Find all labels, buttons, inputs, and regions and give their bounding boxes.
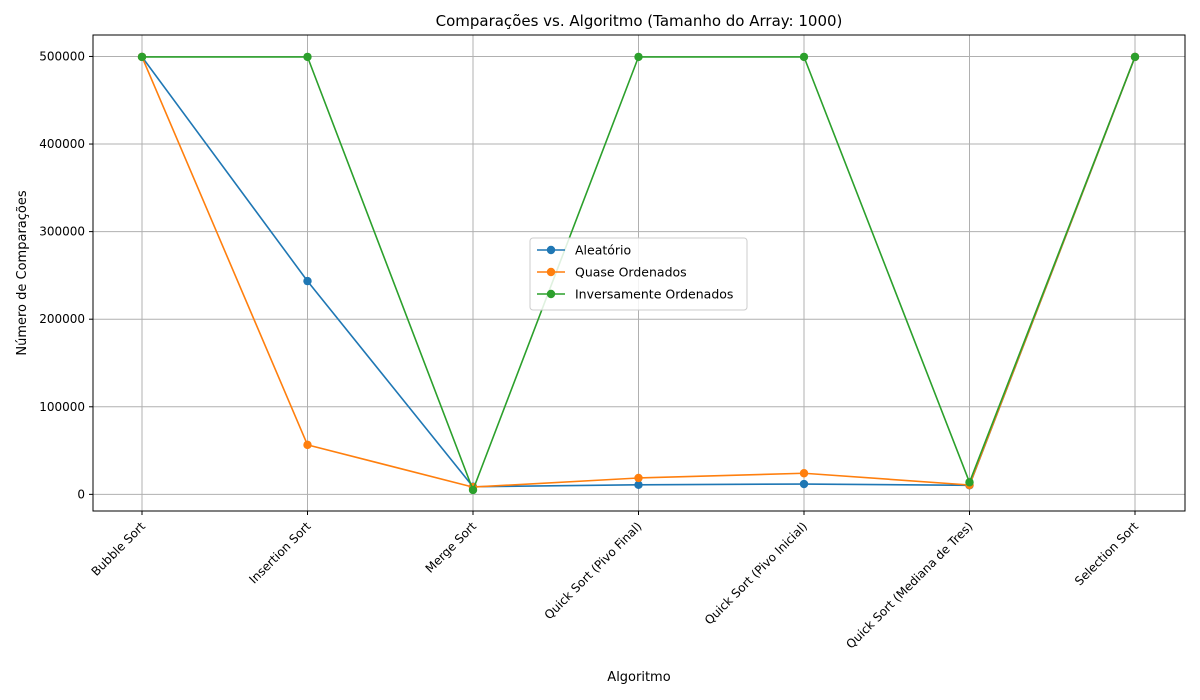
data-point [634,473,643,483]
data-point [799,52,809,62]
legend-label: Inversamente Ordenados [575,287,733,302]
x-tick-label: Selection Sort [1072,519,1141,588]
y-tick-label: 0 [77,487,85,501]
chart-title: Comparações vs. Algoritmo (Tamanho do Ar… [436,12,843,30]
x-axis-ticks: Bubble Sort Insertion Sort Merge Sort Quick… [89,511,1141,651]
y-axis-ticks: 0 100000 200000 300000 400000 500000 [39,49,93,501]
data-point [965,478,974,487]
data-point [634,52,643,62]
y-tick-label: 300000 [39,225,85,239]
x-tick-label: Bubble Sort [89,519,149,579]
legend-marker [546,289,556,299]
data-point [137,52,147,62]
data-point [303,52,312,62]
data-point [634,480,643,490]
legend: Aleatório Quase Ordenados Inversamente Ord… [529,237,748,311]
x-tick-label: Quick Sort (Pivo Final) [542,519,645,622]
y-tick-label: 400000 [39,137,85,151]
y-tick-label: 500000 [39,49,85,63]
y-tick-label: 100000 [39,400,85,414]
legend-label: Aleatório [575,243,631,258]
x-tick-label: Quick Sort (Mediana de Tres) [843,519,975,651]
legend-marker [546,267,556,277]
data-point [303,276,312,286]
data-point [799,479,809,489]
data-point [1130,52,1140,62]
legend-marker [546,245,556,255]
x-tick-label: Quick Sort (Pivo Inicial) [702,519,810,627]
x-tick-label: Merge Sort [423,519,480,576]
legend-label: Quase Ordenados [575,265,687,280]
x-tick-label: Insertion Sort [246,519,313,586]
series-lines [137,52,1140,495]
y-axis-title: Número de Comparações [15,190,30,355]
x-axis-title: Algoritmo [607,670,670,685]
data-point [303,440,312,450]
data-point [468,485,478,495]
y-tick-label: 200000 [39,312,85,326]
data-point [799,469,809,478]
legend-frame [529,237,748,311]
